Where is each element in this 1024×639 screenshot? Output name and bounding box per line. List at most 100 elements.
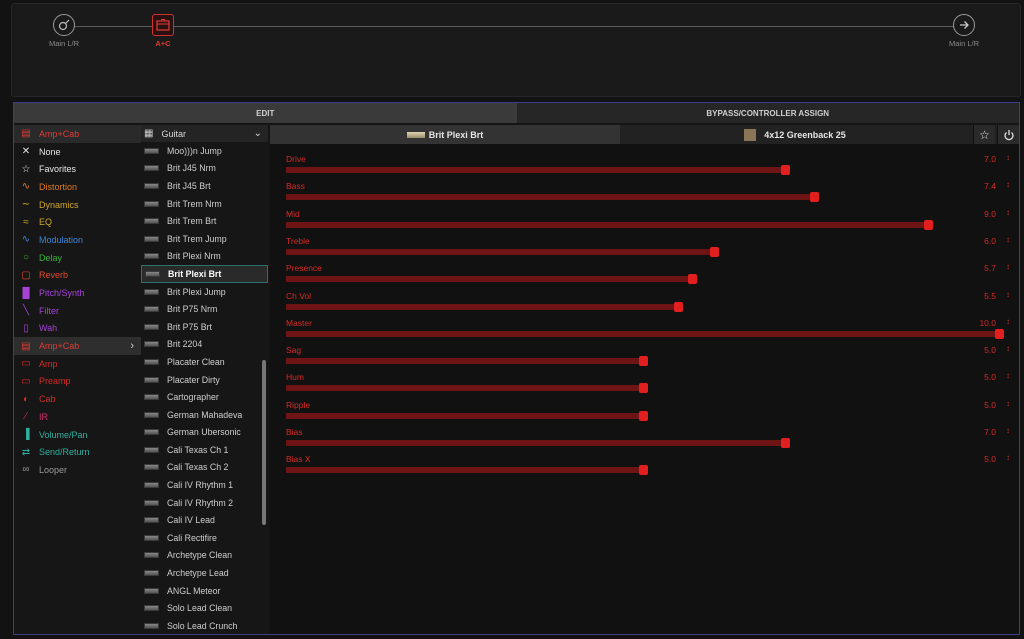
param-value[interactable]: 5.5 (984, 290, 996, 301)
category-item-send-return[interactable]: ⇄ Send/Return (14, 443, 141, 461)
slider-handle[interactable] (639, 410, 648, 421)
category-header[interactable]: ▤ Amp+Cab (14, 125, 141, 143)
up-down-arrows-icon[interactable]: ↕ (1006, 453, 1010, 463)
amp-model-tab[interactable]: Brit Plexi Brt (270, 125, 620, 144)
slider-handle[interactable] (781, 438, 790, 448)
slider-handle[interactable] (995, 328, 1004, 339)
model-list-item[interactable]: ANGL Meteor (141, 582, 268, 600)
model-list-item[interactable]: Brit J45 Brt (141, 177, 268, 195)
model-list-item[interactable]: Cali Rectifire (141, 529, 268, 547)
up-down-arrows-icon[interactable]: ↕ (1006, 426, 1010, 435)
param-value[interactable]: 9.0 (984, 208, 996, 219)
up-down-arrows-icon[interactable]: ↕ (1006, 289, 1010, 299)
model-list-item[interactable]: Solo Lead Clean (141, 599, 268, 617)
param-slider[interactable] (286, 246, 999, 257)
up-down-arrows-icon[interactable]: ↕ (1006, 344, 1010, 354)
param-slider[interactable] (286, 219, 999, 230)
param-value[interactable]: 5.0 (984, 454, 996, 465)
param-slider[interactable] (286, 192, 999, 203)
model-list-item[interactable]: Placater Dirty (141, 371, 268, 389)
model-list-item[interactable]: Brit 2204 (141, 336, 268, 354)
up-down-arrows-icon[interactable]: ↕ (1006, 207, 1010, 217)
model-list-item[interactable]: Cartographer (141, 388, 268, 406)
category-item-pitch-synth[interactable]: █ Pitch/Synth (14, 284, 141, 302)
slider-handle[interactable] (688, 274, 697, 285)
power-icon[interactable] (997, 125, 1019, 144)
param-value[interactable]: 6.0 (984, 235, 996, 246)
model-list-item[interactable]: Brit Trem Nrm (141, 195, 268, 213)
slider-handle[interactable] (674, 301, 683, 312)
category-item-dynamics[interactable]: ∼ Dynamics (14, 196, 141, 214)
up-down-arrows-icon[interactable]: ↕ (1006, 153, 1010, 162)
category-item-amp-cab[interactable]: ▤ Amp+Cab › (14, 337, 141, 355)
category-item-preamp[interactable]: ▭ Preamp (14, 373, 141, 391)
cab-model-tab[interactable]: 4x12 Greenback 25 (620, 125, 970, 144)
model-list-item[interactable]: Solo Lead Crunch (141, 617, 268, 634)
category-item-reverb[interactable]: ▢ Reverb (14, 267, 141, 285)
model-list-item[interactable]: Brit J45 Nrm (141, 160, 268, 178)
model-list-item[interactable]: Cali IV Rhythm 1 (141, 476, 268, 494)
param-slider[interactable] (286, 274, 999, 285)
param-value[interactable]: 7.0 (984, 427, 996, 437)
category-item-none[interactable]: ✕ None (14, 143, 141, 161)
model-list-item[interactable]: Placater Clean (141, 353, 268, 371)
amp-cab-block[interactable]: A+C (133, 14, 193, 48)
model-filter-dropdown[interactable]: ▦ Guitar ⌄ (141, 125, 268, 142)
param-value[interactable]: 5.7 (984, 263, 996, 274)
param-slider[interactable] (286, 383, 999, 394)
category-item-amp[interactable]: ▭ Amp (14, 355, 141, 373)
model-list-item[interactable]: Brit Trem Jump (141, 230, 268, 248)
category-item-ir[interactable]: ⁄ IR (14, 408, 141, 426)
category-item-wah[interactable]: ▯ Wah (14, 320, 141, 338)
input-node[interactable]: Main L/R (34, 14, 94, 48)
param-value[interactable]: 7.0 (984, 154, 996, 164)
up-down-arrows-icon[interactable]: ↕ (1006, 180, 1010, 190)
param-value[interactable]: 5.0 (984, 372, 996, 383)
param-slider[interactable] (286, 356, 999, 367)
param-value[interactable]: 5.0 (984, 399, 996, 410)
up-down-arrows-icon[interactable]: ↕ (1006, 371, 1010, 381)
category-item-distortion[interactable]: ∿ Distortion (14, 178, 141, 196)
model-list-item[interactable]: Brit P75 Nrm (141, 300, 268, 318)
category-item-modulation[interactable]: ∿ Modulation (14, 231, 141, 249)
model-list-item[interactable]: Brit P75 Brt (141, 318, 268, 336)
category-item-delay[interactable]: ○ Delay (14, 249, 141, 267)
category-item-favorites[interactable]: ☆ Favorites (14, 160, 141, 178)
model-list-item[interactable]: Brit Plexi Jump (141, 283, 268, 301)
output-node[interactable]: Main L/R (934, 14, 994, 48)
slider-handle[interactable] (710, 246, 719, 257)
tab-edit[interactable]: EDIT (14, 103, 517, 123)
model-list-scrollbar[interactable] (262, 360, 266, 525)
param-value[interactable]: 7.4 (984, 181, 996, 192)
up-down-arrows-icon[interactable]: ↕ (1006, 316, 1010, 326)
model-list-item[interactable]: Archetype Clean (141, 547, 268, 565)
model-list-item[interactable]: German Mahadeva (141, 406, 268, 424)
model-list-item[interactable]: German Ubersonic (141, 424, 268, 442)
up-down-arrows-icon[interactable]: ↕ (1006, 234, 1010, 244)
tab-bypass-controller-assign[interactable]: BYPASS/CONTROLLER ASSIGN (516, 103, 1019, 123)
param-slider[interactable] (286, 438, 999, 448)
slider-handle[interactable] (639, 356, 648, 367)
slider-handle[interactable] (639, 465, 648, 476)
grid-icon[interactable]: ▦ (144, 128, 154, 139)
model-list-item[interactable]: Cali Texas Ch 1 (141, 441, 268, 459)
category-item-looper[interactable]: ∞ Looper (14, 461, 141, 479)
param-value[interactable]: 5.0 (984, 345, 996, 356)
category-item-filter[interactable]: ╲ Filter (14, 302, 141, 320)
param-slider[interactable] (286, 301, 999, 312)
param-slider[interactable] (286, 165, 999, 175)
favorite-star-icon[interactable]: ☆ (973, 125, 995, 144)
param-slider[interactable] (286, 328, 1004, 339)
model-list-item[interactable]: Brit Plexi Brt (141, 265, 268, 283)
up-down-arrows-icon[interactable]: ↕ (1006, 262, 1010, 272)
param-slider[interactable] (286, 465, 999, 476)
category-item-eq[interactable]: ≈ EQ (14, 213, 141, 231)
model-list-item[interactable]: Cali IV Lead (141, 511, 268, 529)
model-list-item[interactable]: Cali Texas Ch 2 (141, 459, 268, 477)
slider-handle[interactable] (639, 383, 648, 394)
model-list-item[interactable]: Brit Plexi Nrm (141, 248, 268, 266)
slider-handle[interactable] (924, 219, 933, 230)
category-item-cab[interactable]: ◐ Cab (14, 390, 141, 408)
up-down-arrows-icon[interactable]: ↕ (1006, 398, 1010, 408)
model-list-item[interactable]: Brit Trem Brt (141, 212, 268, 230)
